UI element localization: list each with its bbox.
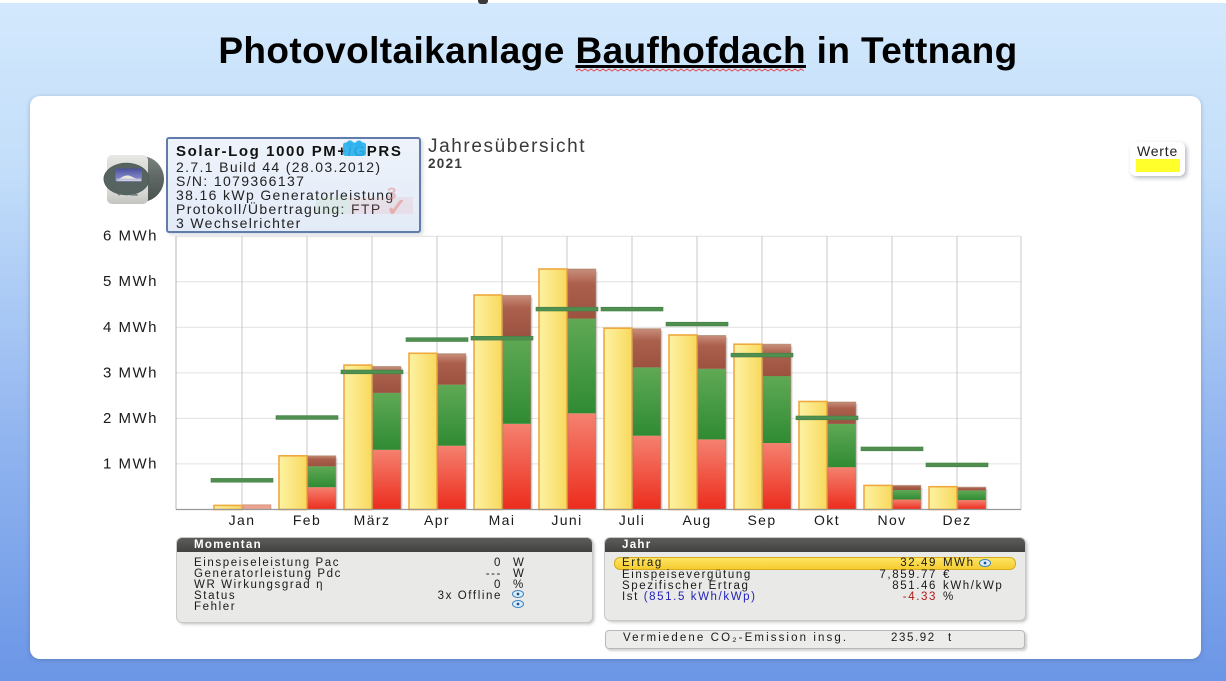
svg-text:Mai: Mai: [489, 512, 516, 528]
svg-text:Dez: Dez: [942, 512, 971, 528]
svg-text:1 MWh: 1 MWh: [103, 455, 158, 472]
svg-text:6 MWh: 6 MWh: [103, 228, 158, 245]
svg-text:Aug: Aug: [682, 512, 711, 528]
svg-text:Sep: Sep: [747, 512, 776, 528]
svg-text:Jan: Jan: [229, 512, 256, 528]
svg-text:2 MWh: 2 MWh: [103, 410, 158, 427]
svg-text:4 MWh: 4 MWh: [103, 319, 158, 336]
svg-text:März: März: [354, 512, 391, 528]
svg-text:Feb: Feb: [293, 512, 321, 528]
svg-text:Juli: Juli: [619, 512, 646, 528]
svg-text:Okt: Okt: [814, 512, 840, 528]
svg-text:Juni: Juni: [551, 512, 582, 528]
svg-text:Apr: Apr: [424, 512, 450, 528]
svg-text:3 MWh: 3 MWh: [103, 364, 158, 381]
svg-text:5 MWh: 5 MWh: [103, 273, 158, 290]
svg-text:Nov: Nov: [877, 512, 906, 528]
